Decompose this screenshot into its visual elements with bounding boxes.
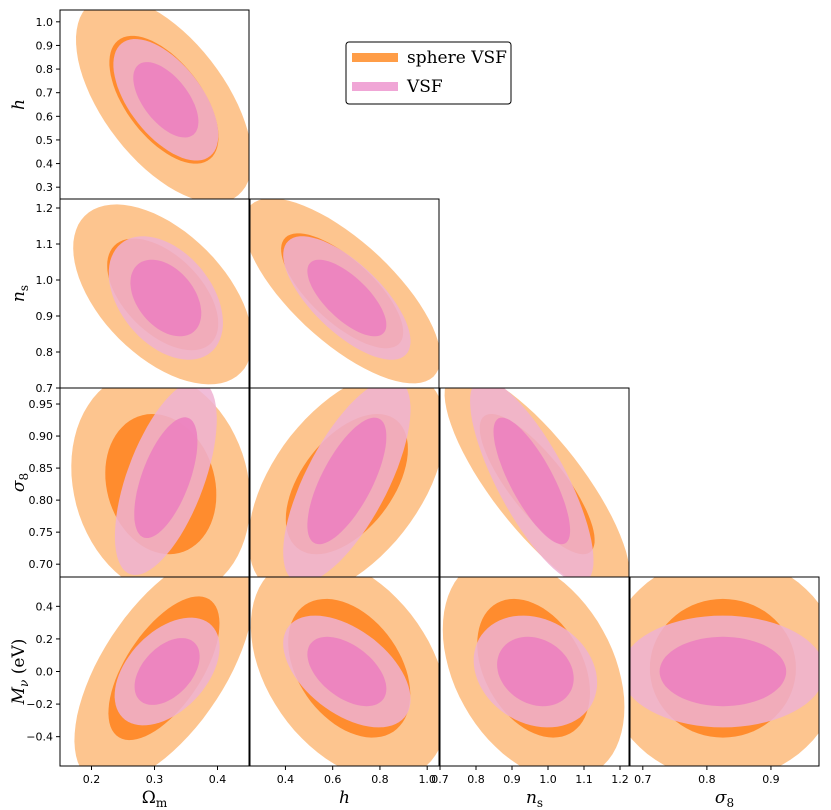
x-tick-label: 0.4 bbox=[277, 773, 295, 786]
ellipse-vsf-inner bbox=[134, 638, 200, 705]
x-tick-label: 0.8 bbox=[371, 773, 389, 786]
y-tick-label: 0.80 bbox=[29, 494, 54, 507]
panel-h-s8 bbox=[250, 388, 439, 577]
x-axis-label-Om: Ωm bbox=[142, 788, 168, 810]
panel-frame bbox=[249, 576, 440, 767]
tick-layer: 0.30.40.50.60.70.80.91.00.70.80.91.01.11… bbox=[26, 16, 779, 786]
y-tick-label: 1.2 bbox=[36, 202, 54, 215]
y-axis-label-s8: σ8 bbox=[9, 473, 31, 492]
panel-h-Mnu bbox=[250, 577, 439, 766]
x-tick-label: 0.7 bbox=[634, 773, 652, 786]
y-tick-label: 0.4 bbox=[36, 158, 54, 171]
y-axis-label-ns: ns bbox=[9, 285, 31, 302]
y-tick-label: 0.3 bbox=[36, 181, 54, 194]
y-tick-label: −0.4 bbox=[26, 731, 53, 744]
y-tick-label: 1.0 bbox=[36, 274, 54, 287]
x-axis-label-h: h bbox=[339, 788, 350, 808]
panel-Om-s8 bbox=[71, 388, 249, 577]
y-tick-label: 0.8 bbox=[36, 346, 54, 359]
y-tick-label: 0.5 bbox=[36, 134, 54, 147]
y-tick-label: 0.0 bbox=[36, 666, 54, 679]
y-tick-label: 0.90 bbox=[29, 430, 54, 443]
ellipse-vsf-inner bbox=[307, 259, 387, 337]
x-tick-label: 1.0 bbox=[418, 773, 436, 786]
y-tick-label: 0.9 bbox=[36, 39, 54, 52]
y-tick-label: −0.2 bbox=[26, 698, 53, 711]
panel-s8-Mnu bbox=[630, 577, 819, 766]
y-axis-label-h: h bbox=[9, 99, 29, 110]
panel-ns-Mnu bbox=[442, 577, 625, 766]
y-tick-label: 0.75 bbox=[29, 526, 54, 539]
ellipse-vsf-inner bbox=[134, 417, 198, 538]
panel-frame bbox=[629, 576, 820, 767]
x-axis-label-s8: σ8 bbox=[715, 788, 734, 810]
x-axis-label-ns: ns bbox=[526, 788, 543, 810]
panel-Om-h bbox=[76, 10, 249, 199]
x-tick-label: 0.2 bbox=[83, 773, 101, 786]
ellipse-vsf-inner bbox=[307, 636, 387, 707]
y-tick-label: 0.9 bbox=[36, 310, 54, 323]
y-tick-label: 0.2 bbox=[36, 633, 54, 646]
x-tick-label: 0.9 bbox=[762, 773, 780, 786]
ellipse-vsf-inner bbox=[307, 417, 387, 545]
legend-label-vsf: VSF bbox=[406, 77, 443, 97]
y-tick-label: 0.85 bbox=[29, 462, 54, 475]
legend-label-sphere-vsf: sphere VSF bbox=[407, 48, 507, 68]
legend-swatch-sphere-vsf bbox=[352, 53, 398, 62]
x-tick-label: 1.0 bbox=[539, 773, 557, 786]
ellipse-vsf-inner bbox=[133, 62, 199, 138]
x-tick-label: 0.3 bbox=[146, 773, 164, 786]
panel-h-ns bbox=[250, 199, 439, 384]
y-axis-label-Mnu: Mν (eV) bbox=[9, 639, 31, 706]
panel-frame bbox=[439, 576, 630, 767]
y-tick-label: 0.8 bbox=[36, 63, 54, 76]
panel-Om-ns bbox=[73, 204, 249, 385]
x-tick-label: 0.8 bbox=[467, 773, 485, 786]
y-tick-label: 0.7 bbox=[36, 87, 54, 100]
x-tick-label: 1.2 bbox=[611, 773, 629, 786]
ellipse-layer bbox=[71, 10, 819, 766]
y-tick-label: 0.70 bbox=[29, 558, 54, 571]
y-tick-label: 0.6 bbox=[36, 110, 54, 123]
x-tick-label: 0.4 bbox=[209, 773, 227, 786]
panel-ns-s8 bbox=[444, 388, 629, 577]
x-tick-label: 0.8 bbox=[698, 773, 716, 786]
ellipse-vsf-inner bbox=[130, 259, 202, 337]
y-tick-label: 0.4 bbox=[36, 600, 54, 613]
x-tick-label: 0.6 bbox=[324, 773, 342, 786]
legend-swatch-vsf bbox=[352, 82, 398, 91]
x-tick-label: 0.9 bbox=[503, 773, 521, 786]
y-tick-label: 0.7 bbox=[36, 382, 54, 395]
x-tick-label: 0.7 bbox=[431, 773, 449, 786]
panel-Om-Mnu bbox=[74, 577, 249, 766]
y-tick-label: 1.0 bbox=[36, 16, 54, 29]
legend: sphere VSF VSF bbox=[345, 41, 512, 105]
ellipse-vsf-inner bbox=[659, 636, 787, 707]
ellipse-vsf-inner bbox=[497, 636, 574, 707]
y-tick-label: 1.1 bbox=[36, 238, 54, 251]
y-tick-label: 0.95 bbox=[29, 398, 54, 411]
label-layer: h ns σ8 Mν (eV) Ωm h ns σ8 bbox=[9, 99, 734, 810]
x-tick-label: 1.1 bbox=[575, 773, 593, 786]
ellipse-vsf-inner bbox=[493, 417, 571, 545]
